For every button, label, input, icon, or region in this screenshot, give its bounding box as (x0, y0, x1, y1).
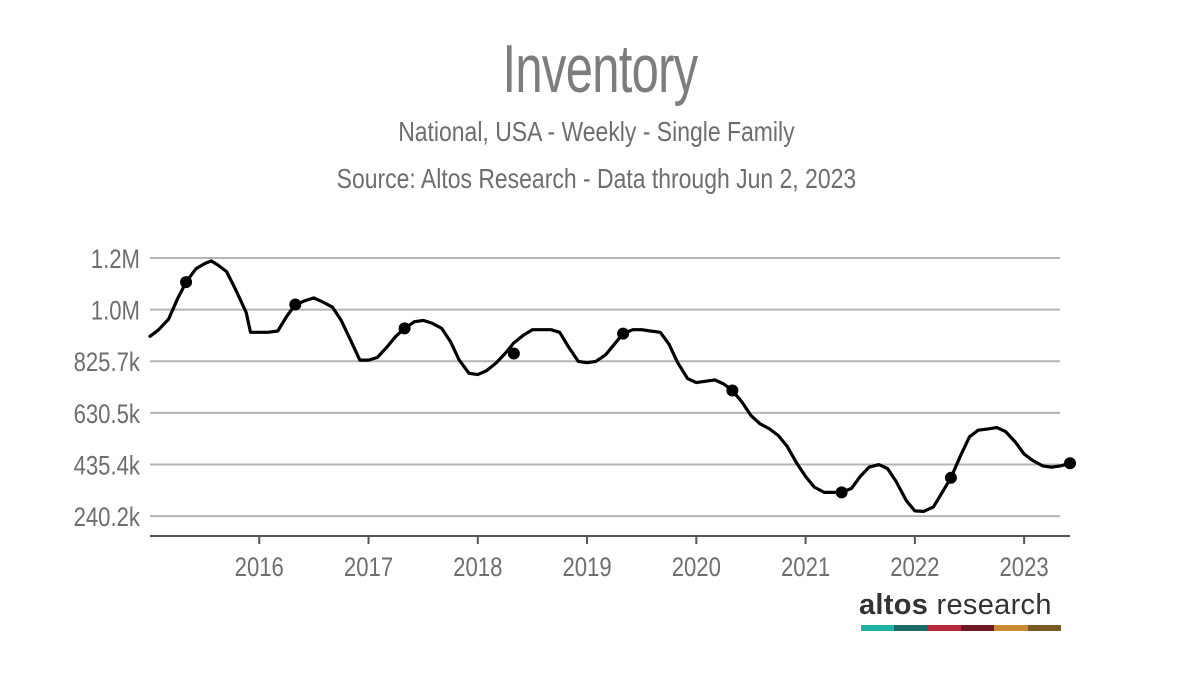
chart-title: Inventory (502, 31, 699, 107)
data-point-marker (507, 347, 520, 360)
logo-bar-segment (927, 625, 961, 631)
logo-bar-segment (994, 625, 1028, 631)
logo-word-research: research (928, 589, 1052, 621)
y-tick-label: 435.4k (74, 452, 141, 482)
data-point-marker (180, 276, 193, 289)
logo-word-altos: altos (859, 589, 929, 621)
x-tick-label: 2021 (781, 553, 830, 583)
y-axis: 240.2k 435.4k 630.5k 825.7k 1.0M 1.2M (74, 245, 141, 533)
x-tick-label: 2023 (999, 553, 1048, 583)
altos-research-logo: altos research (859, 590, 1061, 632)
x-tick-label: 2020 (672, 553, 721, 583)
x-tick-label: 2017 (344, 553, 393, 583)
data-point-marker (1064, 457, 1076, 470)
chart-subtitle: National, USA - Weekly - Single Family (398, 116, 795, 147)
data-point-marker (289, 298, 302, 311)
data-point-marker (398, 322, 411, 335)
inventory-line (148, 259, 1072, 513)
logo-color-bar (861, 625, 1061, 631)
gridlines (150, 257, 1060, 518)
series-group (148, 259, 1072, 513)
y-tick-label: 825.7k (74, 348, 141, 378)
logo-text: altos research (859, 590, 1061, 620)
chart-source: Source: Altos Research - Data through Ju… (336, 163, 857, 194)
x-tick-label: 2019 (562, 553, 611, 583)
markers-group (180, 276, 1076, 499)
data-point-marker (835, 486, 848, 499)
y-tick-label: 1.0M (91, 297, 140, 327)
x-tick-label: 2016 (235, 553, 284, 583)
x-axis: 2016 2017 2018 2019 2020 2021 2022 2023 (150, 535, 1070, 583)
data-point-marker (726, 384, 739, 397)
y-tick-label: 1.2M (91, 245, 140, 275)
y-tick-label: 240.2k (74, 503, 141, 533)
x-tick-label: 2022 (890, 553, 939, 583)
data-point-marker (944, 471, 957, 484)
logo-bar-segment (1027, 625, 1061, 631)
x-tick-label: 2018 (453, 553, 502, 583)
logo-bar-segment (894, 625, 928, 631)
logo-bar-segment (960, 625, 995, 631)
logo-bar-segment (861, 625, 895, 631)
y-tick-label: 630.5k (74, 400, 141, 430)
data-point-marker (617, 327, 630, 340)
